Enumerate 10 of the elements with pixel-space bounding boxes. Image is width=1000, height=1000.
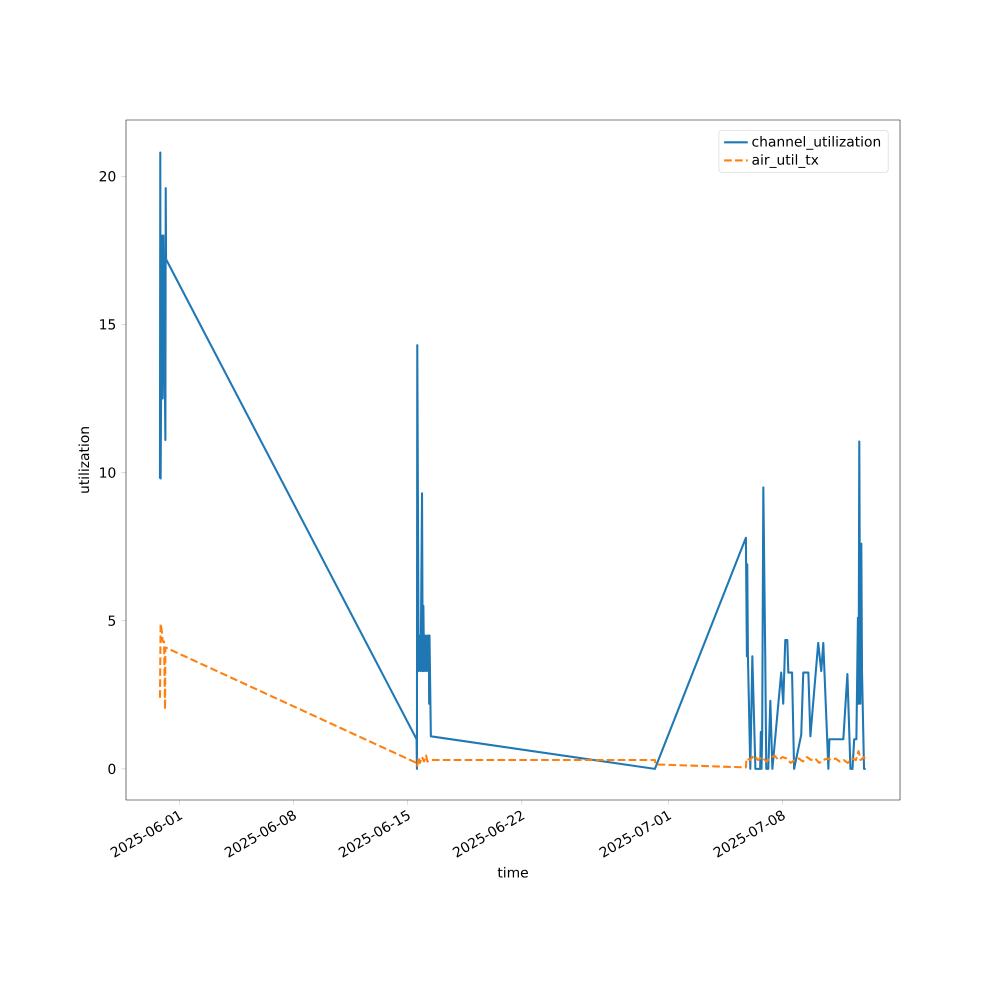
line-series bbox=[158, 152, 867, 770]
y-tick-label: 10 bbox=[100, 467, 116, 478]
x-axis-title: time bbox=[498, 866, 528, 878]
legend-label: air_util_tx bbox=[752, 154, 818, 168]
y-axis-title: utilization bbox=[78, 427, 90, 493]
y-tick-label: 0 bbox=[108, 764, 116, 774]
legend-label: channel_utilization bbox=[752, 136, 880, 150]
y-tick-label: 5 bbox=[108, 616, 116, 626]
y-tick-label: 20 bbox=[100, 171, 116, 182]
y-tick-label: 15 bbox=[100, 319, 116, 330]
